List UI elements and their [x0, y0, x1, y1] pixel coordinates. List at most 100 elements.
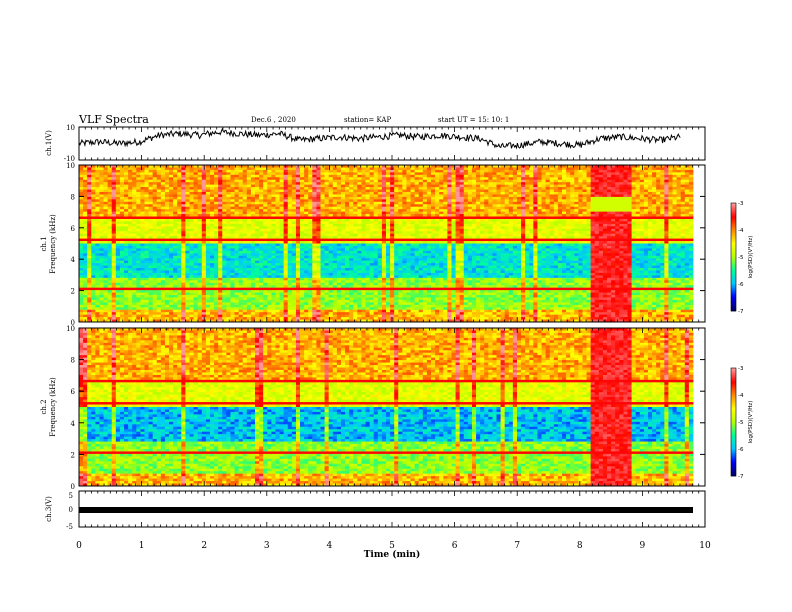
spectrogram-cell [287, 258, 293, 262]
spectrogram-cell [361, 187, 366, 190]
spectrogram-cell [181, 216, 186, 220]
spectrogram-cell [295, 236, 301, 239]
spectrogram-cell [95, 216, 100, 220]
spectrogram-cell [83, 260, 88, 264]
spectrogram-cell [291, 241, 297, 244]
spectrogram-cell [373, 236, 379, 239]
spectrogram-cell [312, 221, 317, 225]
spectrogram-cell [185, 280, 190, 284]
spectrogram-cell [295, 189, 301, 193]
spectrogram-cell [304, 167, 309, 171]
spectrogram-cell [222, 169, 227, 173]
spectrogram-cell [136, 268, 141, 271]
spectrogram-cell [312, 253, 317, 257]
spectrogram-cell [103, 248, 109, 252]
spectrogram-cell [160, 199, 166, 203]
spectrogram-cell [181, 270, 186, 274]
spectrogram-cell [263, 319, 268, 323]
spectrogram-cell [295, 253, 301, 257]
spectrogram-cell [308, 214, 313, 217]
spectrogram-cell [361, 295, 366, 298]
spectrogram-cell [107, 319, 113, 323]
spectrogram-cell [169, 214, 174, 217]
spectrogram-cell [144, 258, 149, 262]
spectrogram-cell [365, 169, 371, 173]
spectrogram-cell [99, 174, 104, 178]
spectrogram-cell [173, 314, 178, 318]
spectrogram-cell [332, 270, 338, 274]
spectrogram-cell [115, 233, 121, 237]
spectrogram-cell [271, 194, 276, 198]
spectrogram-cell [320, 268, 325, 271]
spectrogram-cell [181, 223, 186, 227]
spectrogram-cell [275, 275, 280, 279]
spectrogram-cell [250, 250, 256, 254]
spectrogram-cell [324, 238, 330, 242]
spectrogram-cell [152, 216, 158, 220]
spectrogram-cell [115, 263, 121, 266]
spectrogram-cell [287, 260, 293, 264]
spectrogram-cell [181, 233, 186, 237]
spectrogram-cell [95, 287, 100, 291]
spectrogram-cell [283, 317, 289, 320]
spectrogram-cell [238, 245, 244, 249]
spectrogram-cell [128, 275, 133, 279]
spectrogram-cell [152, 263, 158, 266]
spectrogram-cell [300, 169, 305, 173]
spectrogram-cell [160, 196, 166, 200]
spectrogram-cell [181, 214, 186, 217]
spectrogram-cell [390, 196, 395, 200]
spectrogram-cell [373, 231, 379, 235]
spectrogram-cell [95, 280, 100, 284]
spectrogram-cell [349, 282, 354, 286]
spectrogram-cell [107, 201, 113, 205]
spectrogram-cell [267, 191, 272, 195]
spectrogram-cell [242, 290, 248, 293]
spectrogram-cell [320, 314, 325, 318]
spectrogram-cell [234, 282, 240, 286]
spectrogram-cell [107, 307, 113, 311]
spectrogram-cell [320, 307, 325, 311]
spectrogram-cell [336, 245, 342, 249]
spectrogram-cell [242, 248, 248, 252]
spectrogram-cell [181, 297, 186, 301]
spectrogram-cell [99, 309, 104, 313]
spectrogram-cell [304, 228, 309, 232]
spectrogram-cell [300, 228, 305, 232]
spectrogram-cell [185, 199, 190, 203]
spectrogram-cell [197, 221, 203, 225]
spectrogram-cell [361, 214, 366, 217]
spectrogram-cell [271, 199, 276, 203]
spectrogram-cell [205, 241, 211, 244]
spectrogram-cell [103, 243, 109, 247]
spectrogram-cell [312, 172, 317, 176]
spectrogram-cell [316, 255, 321, 259]
spectrogram-cell [160, 280, 166, 284]
spectrogram-cell [79, 265, 84, 269]
spectrogram-cell [353, 172, 358, 176]
spectrogram-cell [144, 231, 149, 235]
spectrogram-cell [373, 233, 379, 237]
spectrogram-cell [144, 275, 149, 279]
spectrogram-cell [164, 255, 170, 259]
spectrogram-cell [201, 218, 207, 222]
spectrogram-cell [156, 167, 162, 171]
spectrogram-cell [83, 218, 88, 222]
spectrogram-cell [136, 258, 141, 262]
spectrogram-cell [169, 302, 174, 306]
spectrogram-cell [181, 272, 186, 276]
spectrogram-cell [283, 245, 289, 249]
spectrogram-cell [132, 312, 137, 316]
spectrogram-cell [312, 248, 317, 252]
spectrogram-cell [115, 287, 121, 291]
spectrogram-cell [283, 206, 289, 210]
spectrogram-cell [255, 172, 260, 176]
spectrogram-cell [177, 238, 182, 242]
spectrogram-cell [230, 221, 235, 225]
spectrogram-cell [365, 241, 371, 244]
spectrogram-cell [275, 299, 280, 303]
spectrogram-cell [386, 182, 391, 186]
spectrogram-cell [312, 214, 317, 217]
spectrogram-cell [283, 277, 289, 281]
spectrogram-cell [148, 182, 154, 186]
